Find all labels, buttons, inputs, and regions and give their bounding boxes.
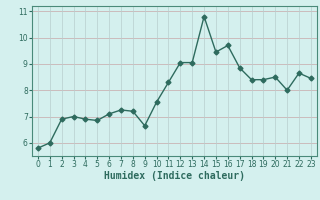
X-axis label: Humidex (Indice chaleur): Humidex (Indice chaleur) bbox=[104, 171, 245, 181]
